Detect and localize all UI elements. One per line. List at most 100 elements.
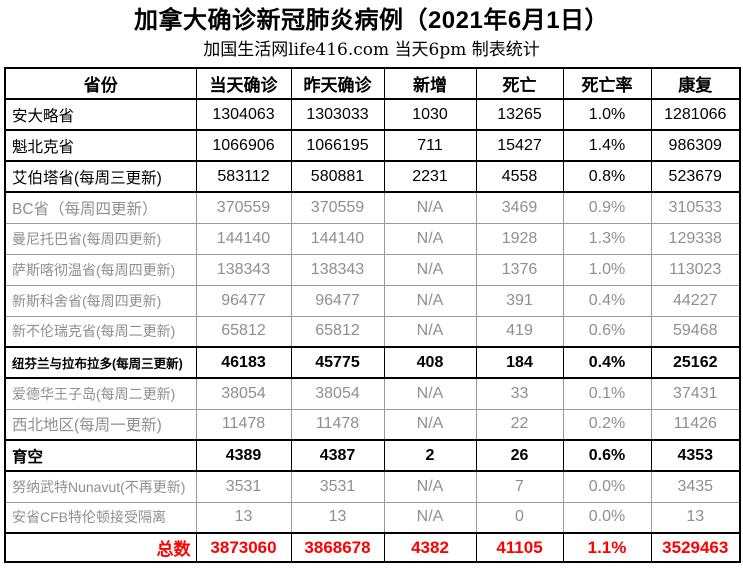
cell-value: N/A xyxy=(383,222,477,255)
cell-value: 13 xyxy=(195,501,292,534)
cell-value: 391 xyxy=(475,284,564,317)
table-body: 安大略省 1304063 1303033 1030 13265 1.0% 1281066 魁北… xyxy=(4,98,741,563)
cell-value: 38054 xyxy=(195,377,292,410)
cell-value: 4353 xyxy=(650,439,741,472)
cell-value: 1303033 xyxy=(290,98,385,131)
cell-value: N/A xyxy=(383,501,477,534)
table-row: 纽芬兰与拉布拉多(每周三更新) 46183 45775 408 184 0.4% 25162 xyxy=(4,346,741,379)
cell-value: 11478 xyxy=(290,408,385,441)
cell-value: 7 xyxy=(475,470,564,503)
cell-province: 新不伦瑞克省(每周二更新) xyxy=(4,315,197,348)
cell-province: 纽芬兰与拉布拉多(每周三更新) xyxy=(4,346,197,379)
cell-value: 583112 xyxy=(195,160,292,193)
cell-value: 0.2% xyxy=(562,408,652,441)
cell-value: 2231 xyxy=(383,160,477,193)
column-header: 死亡率 xyxy=(562,67,652,100)
table-row: 魁北克省 1066906 1066195 711 15427 1.4% 986309 xyxy=(4,129,741,162)
cell-value: 144140 xyxy=(290,222,385,255)
cell-value: N/A xyxy=(383,377,477,410)
cell-value: 0.0% xyxy=(562,470,652,503)
cell-value: 4389 xyxy=(195,439,292,472)
table-row: 安省CFB特伦顿接受隔离 13 13 N/A 0 0.0% 13 xyxy=(4,501,741,534)
cell-value: 1928 xyxy=(475,222,564,255)
column-header: 省份 xyxy=(4,67,197,100)
cell-province: 努纳武特Nunavut(不再更新) xyxy=(4,470,197,503)
cell-value: 3469 xyxy=(475,191,564,224)
cell-value: 138343 xyxy=(195,253,292,286)
header-row: 省份 当天确诊 昨天确诊 新增 死亡 死亡率 康复 xyxy=(4,67,741,100)
table-row: 新斯科舍省(每周四更新) 96477 96477 N/A 391 0.4% 44227 xyxy=(4,284,741,317)
cell-value: 3531 xyxy=(195,470,292,503)
cell-value: 46183 xyxy=(195,346,292,379)
cell-value: 1.4% xyxy=(562,129,652,162)
cell-value: 144140 xyxy=(195,222,292,255)
cell-value: 370559 xyxy=(195,191,292,224)
cell-value: 1.0% xyxy=(562,253,652,286)
cell-province: 魁北克省 xyxy=(4,129,197,162)
table-row: 艾伯塔省(每周三更新) 583112 580881 2231 4558 0.8% 52367… xyxy=(4,160,741,193)
cell-value: 2 xyxy=(383,439,477,472)
cell-value: 138343 xyxy=(290,253,385,286)
cell-value: 1066195 xyxy=(290,129,385,162)
table-row: 萨斯喀彻温省(每周四更新) 138343 138343 N/A 1376 1.0% 1130… xyxy=(4,253,741,286)
page-title: 加拿大确诊新冠肺炎病例（2021年6月1日） xyxy=(133,7,610,34)
total-value: 41105 xyxy=(475,532,564,563)
cell-value: 4387 xyxy=(290,439,385,472)
total-row: 总数 3873060 3868678 4382 41105 1.1% 3529463 xyxy=(4,532,741,563)
cell-value: N/A xyxy=(383,315,477,348)
cell-value: 1030 xyxy=(383,98,477,131)
cell-value: 1376 xyxy=(475,253,564,286)
cell-value: 25162 xyxy=(650,346,741,379)
cell-value: 0.6% xyxy=(562,439,652,472)
cell-value: 65812 xyxy=(195,315,292,348)
cell-value: 37431 xyxy=(650,377,741,410)
total-value: 1.1% xyxy=(562,532,652,563)
cell-province: 安省CFB特伦顿接受隔离 xyxy=(4,501,197,534)
cell-value: 1066906 xyxy=(195,129,292,162)
total-value: 4382 xyxy=(383,532,477,563)
cell-value: 986309 xyxy=(650,129,741,162)
cell-value: 310533 xyxy=(650,191,741,224)
table-row: BC省（每周四更新） 370559 370559 N/A 3469 0.9% 310533 xyxy=(4,191,741,224)
total-label: 总数 xyxy=(4,532,197,563)
cell-value: 0.0% xyxy=(562,501,652,534)
cell-province: 育空 xyxy=(4,439,197,472)
cell-value: 15427 xyxy=(475,129,564,162)
table-row: 努纳武特Nunavut(不再更新) 3531 3531 N/A 7 0.0% 3435 xyxy=(4,470,741,503)
column-header: 康复 xyxy=(650,67,741,100)
cell-value: 22 xyxy=(475,408,564,441)
table-header: 省份 当天确诊 昨天确诊 新增 死亡 死亡率 康复 xyxy=(4,67,741,100)
total-value: 3529463 xyxy=(650,532,741,563)
cell-province: 爱德华王子岛(每周二更新) xyxy=(4,377,197,410)
table-row: 西北地区(每周一更新) 11478 11478 N/A 22 0.2% 11426 xyxy=(4,408,741,441)
cell-value: 96477 xyxy=(195,284,292,317)
cell-province: 新斯科舍省(每周四更新) xyxy=(4,284,197,317)
covid-table: 省份 当天确诊 昨天确诊 新增 死亡 死亡率 康复 安大略省 1304063 1303033 10… xyxy=(4,67,741,563)
cell-province: 安大略省 xyxy=(4,98,197,131)
cell-value: 580881 xyxy=(290,160,385,193)
cell-value: 0.6% xyxy=(562,315,652,348)
cell-value: 711 xyxy=(383,129,477,162)
cell-value: 26 xyxy=(475,439,564,472)
column-header: 昨天确诊 xyxy=(290,67,385,100)
cell-value: 13 xyxy=(290,501,385,534)
cell-value: 44227 xyxy=(650,284,741,317)
cell-province: BC省（每周四更新） xyxy=(4,191,197,224)
cell-value: N/A xyxy=(383,408,477,441)
cell-province: 西北地区(每周一更新) xyxy=(4,408,197,441)
cell-province: 萨斯喀彻温省(每周四更新) xyxy=(4,253,197,286)
table-row: 育空 4389 4387 2 26 0.6% 4353 xyxy=(4,439,741,472)
cell-value: 523679 xyxy=(650,160,741,193)
cell-value: 113023 xyxy=(650,253,741,286)
cell-value: 1281066 xyxy=(650,98,741,131)
table-row: 安大略省 1304063 1303033 1030 13265 1.0% 1281066 xyxy=(4,98,741,131)
cell-value: 38054 xyxy=(290,377,385,410)
cell-value: 96477 xyxy=(290,284,385,317)
cell-value: 0 xyxy=(475,501,564,534)
cell-value: N/A xyxy=(383,284,477,317)
total-value: 3873060 xyxy=(195,532,292,563)
cell-value: 59468 xyxy=(650,315,741,348)
cell-value: N/A xyxy=(383,191,477,224)
cell-value: 184 xyxy=(475,346,564,379)
